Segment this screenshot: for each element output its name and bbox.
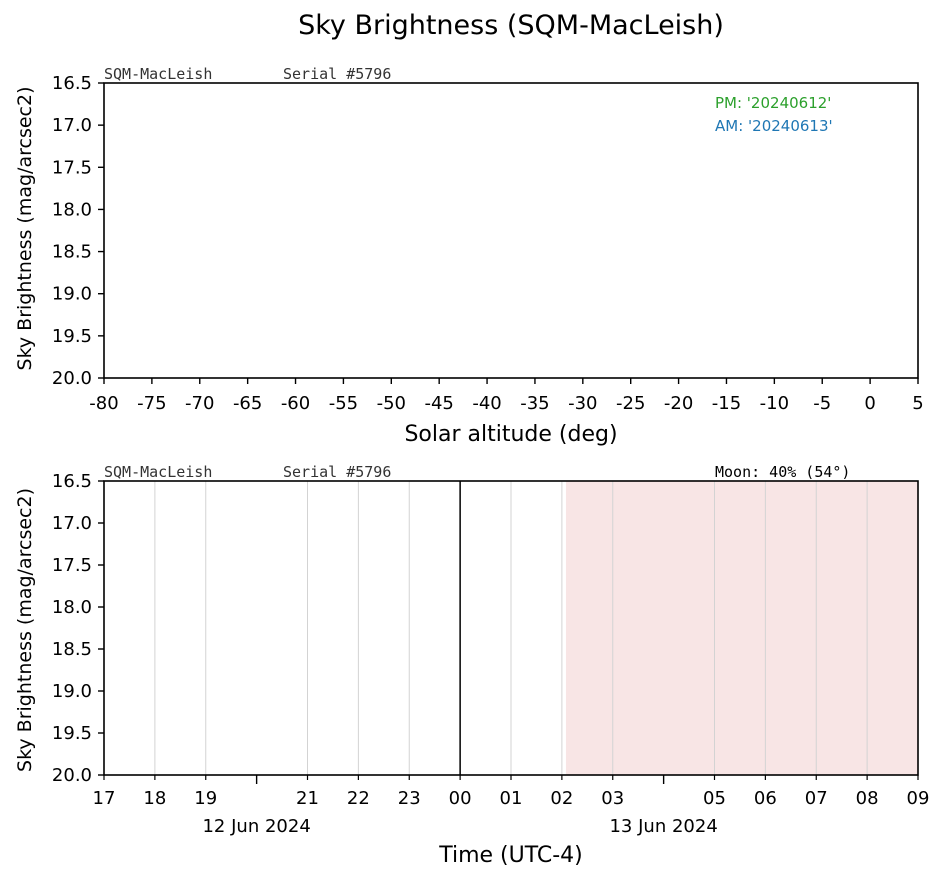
x-tick-label: 08	[856, 788, 879, 809]
x-tick-label: -35	[520, 393, 549, 414]
x-tick-label: 19	[194, 788, 217, 809]
x-axis-label: Solar altitude (deg)	[404, 422, 617, 447]
x-tick-label: 01	[500, 788, 523, 809]
x-tick-label: -25	[616, 393, 645, 414]
x-tick-label: 23	[398, 788, 421, 809]
x-tick-label: -65	[233, 393, 262, 414]
y-tick-label: 19.5	[52, 723, 92, 744]
x-tick-label: -10	[760, 393, 789, 414]
legend-entry-pm: PM: '20240612'	[715, 94, 831, 112]
moon-label: Moon: 40% (54°)	[715, 463, 850, 481]
y-tick-label: 18.5	[52, 639, 92, 660]
x-tick-label: 18	[143, 788, 166, 809]
y-tick-label: 18.5	[52, 242, 92, 263]
plot-frame-top	[103, 82, 919, 379]
x-tick-label: -50	[377, 393, 406, 414]
x-tick-label: -55	[329, 393, 358, 414]
page-title: Sky Brightness (SQM-MacLeish)	[298, 10, 724, 41]
x-tick-label: -45	[424, 393, 453, 414]
date-label: 12 Jun 2024	[202, 816, 310, 837]
y-tick-label: 17.0	[52, 513, 92, 534]
y-tick-label: 17.5	[52, 157, 92, 178]
y-tick-label: 16.5	[52, 471, 92, 492]
x-tick-label: 05	[703, 788, 726, 809]
y-tick-label: 17.0	[52, 115, 92, 136]
x-tick-label: 09	[907, 788, 930, 809]
x-tick-label: -40	[472, 393, 501, 414]
x-axis-label: Time (UTC-4)	[438, 843, 583, 868]
x-tick-label: -60	[281, 393, 310, 414]
x-tick-label: -70	[185, 393, 214, 414]
station-label: SQM-MacLeish	[104, 463, 212, 481]
x-tick-label: -30	[568, 393, 597, 414]
serial-label: Serial #5796	[283, 65, 391, 83]
x-tick-label: 22	[347, 788, 370, 809]
x-tick-label: 5	[912, 393, 923, 414]
x-tick-label: -75	[137, 393, 166, 414]
y-tick-label: 20.0	[52, 368, 92, 389]
y-axis-label: Sky Brightness (mag/arcsec2)	[14, 87, 36, 371]
station-label: SQM-MacLeish	[104, 65, 212, 83]
date-label: 13 Jun 2024	[609, 816, 717, 837]
shaded-region	[565, 481, 918, 775]
y-axis-label: Sky Brightness (mag/arcsec2)	[14, 488, 36, 772]
y-tick-label: 18.0	[52, 597, 92, 618]
y-tick-label: 19.0	[52, 284, 92, 305]
x-tick-label: 07	[805, 788, 828, 809]
y-tick-label: 17.5	[52, 555, 92, 576]
x-tick-label: -15	[712, 393, 741, 414]
x-tick-label: -80	[89, 393, 118, 414]
serial-label: Serial #5796	[283, 463, 391, 481]
x-tick-label: -20	[664, 393, 693, 414]
x-tick-label: 03	[601, 788, 624, 809]
x-tick-label: 0	[864, 393, 875, 414]
x-tick-label: 17	[93, 788, 116, 809]
x-tick-label: 06	[754, 788, 777, 809]
x-tick-label: 21	[296, 788, 319, 809]
y-tick-label: 18.0	[52, 199, 92, 220]
y-tick-label: 20.0	[52, 765, 92, 786]
x-tick-label: -5	[813, 393, 831, 414]
x-tick-label: 02	[550, 788, 573, 809]
y-tick-label: 16.5	[52, 73, 92, 94]
y-tick-label: 19.5	[52, 326, 92, 347]
y-tick-label: 19.0	[52, 681, 92, 702]
x-tick-label: 00	[449, 788, 472, 809]
legend-entry-am: AM: '20240613'	[715, 117, 833, 135]
